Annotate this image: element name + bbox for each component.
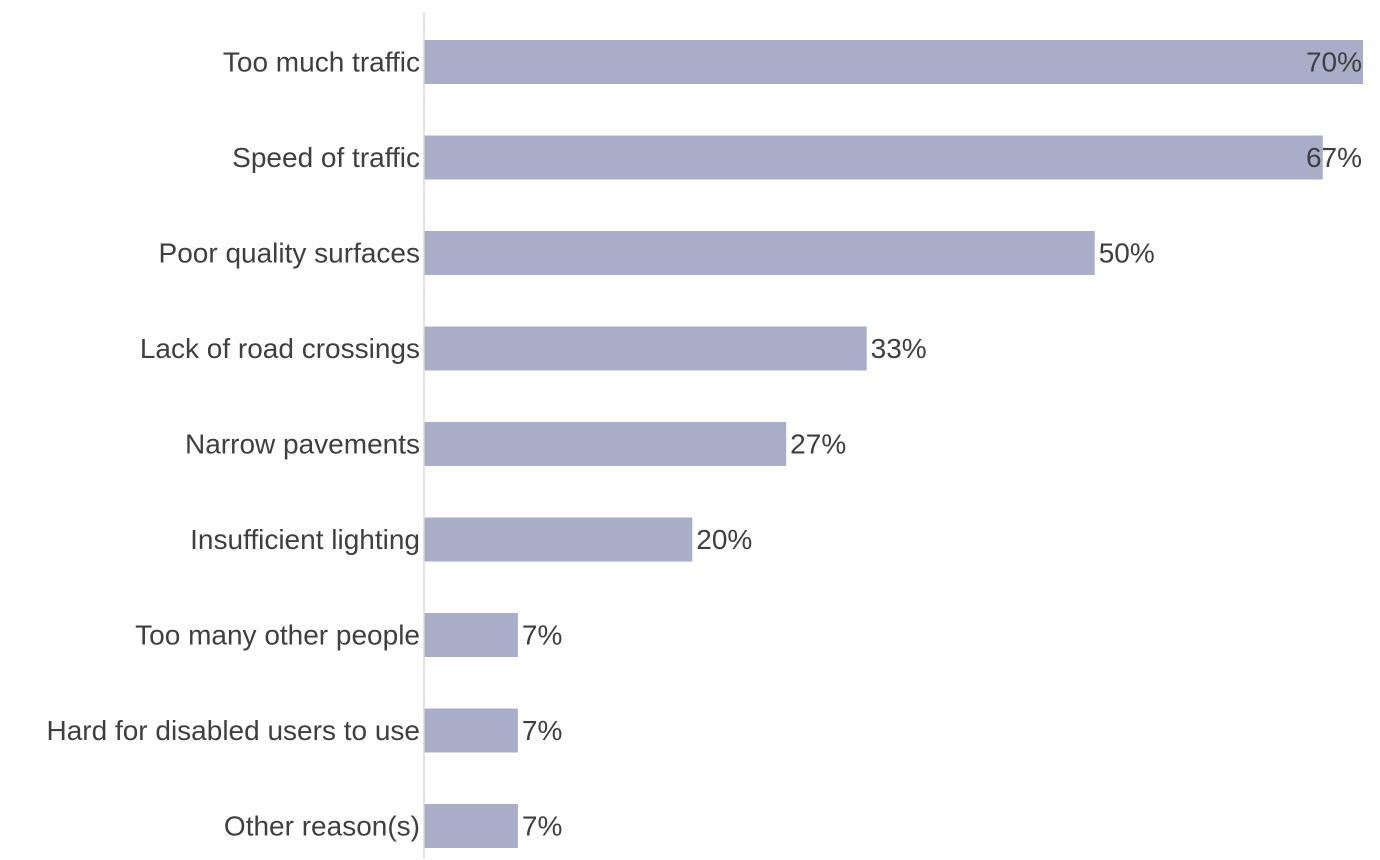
value-labels-group: 70% 67% 50% 33% 27% 20% 7% 7% 7% — [522, 47, 1362, 842]
bar — [424, 804, 518, 848]
category-label: Too many other people — [135, 620, 420, 651]
bar — [424, 135, 1323, 180]
bar — [424, 422, 787, 466]
category-label: Hard for disabled users to use — [46, 715, 420, 746]
bar — [424, 613, 518, 657]
category-label: Too much traffic — [223, 47, 420, 78]
category-label: Narrow pavements — [185, 429, 420, 460]
bar — [424, 517, 693, 562]
category-label: Insufficient lighting — [190, 524, 420, 555]
data-label: 70% — [1306, 47, 1362, 78]
data-label: 27% — [790, 429, 846, 460]
data-label: 33% — [871, 333, 927, 364]
data-label: 7% — [522, 811, 562, 842]
bar — [424, 326, 867, 371]
data-label: 67% — [1306, 142, 1362, 173]
category-label: Other reason(s) — [224, 811, 420, 842]
data-label: 20% — [696, 524, 752, 555]
bar — [424, 40, 1363, 84]
category-label: Lack of road crossings — [140, 333, 420, 364]
data-label: 7% — [522, 715, 562, 746]
bar — [424, 231, 1095, 275]
category-label: Speed of traffic — [232, 142, 420, 173]
category-labels-group: Too much traffic Speed of traffic Poor qua… — [46, 47, 420, 842]
data-label: 7% — [522, 620, 562, 651]
data-label: 50% — [1099, 238, 1155, 269]
bar — [424, 708, 518, 753]
category-label: Poor quality surfaces — [159, 238, 420, 269]
bars-group — [424, 40, 1363, 848]
